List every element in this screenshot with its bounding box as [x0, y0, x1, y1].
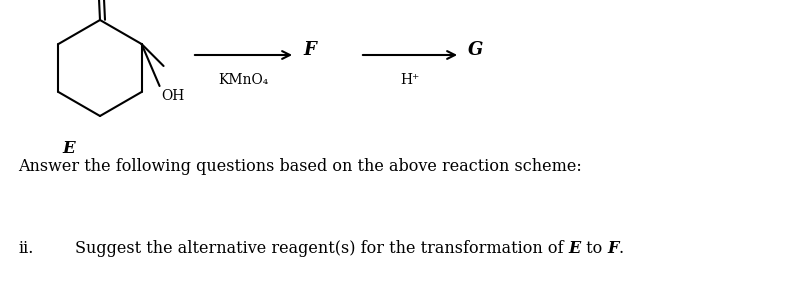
Text: ii.: ii.	[18, 240, 34, 257]
Text: F: F	[608, 240, 619, 257]
Text: H⁺: H⁺	[400, 73, 420, 87]
Text: OH: OH	[162, 89, 184, 103]
Text: F: F	[303, 41, 316, 59]
Text: .: .	[619, 240, 624, 257]
Text: E: E	[568, 240, 581, 257]
Text: G: G	[468, 41, 484, 59]
Text: KMnO₄: KMnO₄	[218, 73, 268, 87]
Text: Suggest the alternative reagent(s) for the transformation of: Suggest the alternative reagent(s) for t…	[75, 240, 568, 257]
Text: Answer the following questions based on the above reaction scheme:: Answer the following questions based on …	[18, 158, 582, 175]
Text: E: E	[62, 140, 75, 157]
Text: to: to	[581, 240, 608, 257]
